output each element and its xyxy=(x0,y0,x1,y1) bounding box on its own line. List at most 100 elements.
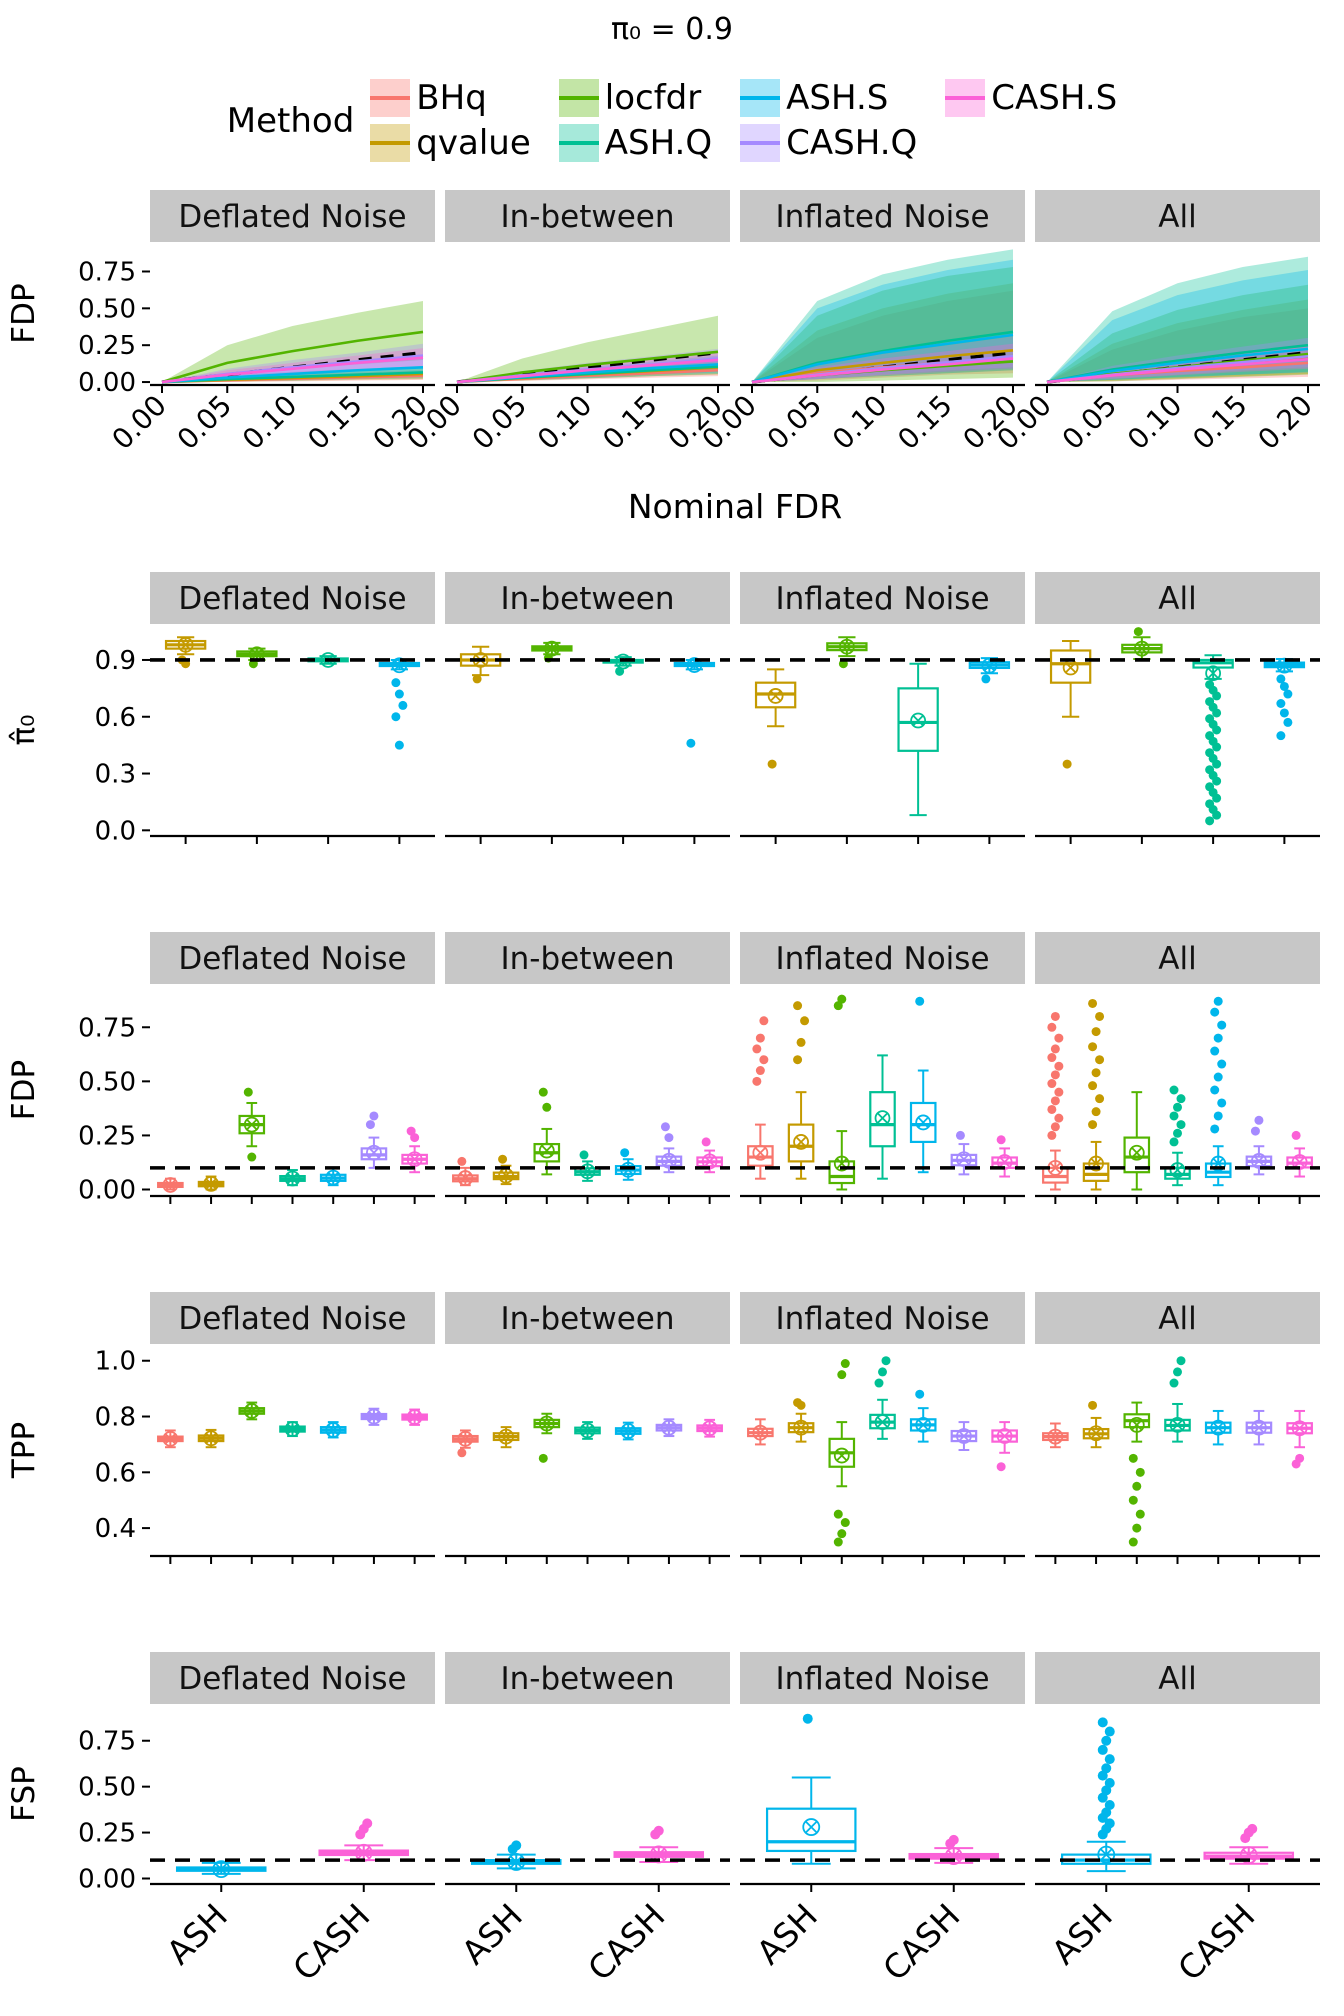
outlier-point xyxy=(1295,1453,1305,1463)
outlier-point xyxy=(1047,1104,1057,1114)
outlier-point xyxy=(247,1152,257,1162)
outlier-point xyxy=(915,1389,925,1399)
outlier-point xyxy=(759,1016,769,1026)
outlier-point xyxy=(472,674,482,684)
outlier-point xyxy=(1128,1453,1138,1463)
boxplot-ASH.Q xyxy=(574,1421,601,1440)
legend-entry-CASH.S: CASH.S xyxy=(945,77,1117,119)
outlier-point xyxy=(833,1537,843,1547)
y-tick-label: 0.6 xyxy=(95,703,136,733)
mean-marker xyxy=(1251,1153,1267,1169)
facet-strip xyxy=(740,190,1025,242)
mean-marker-x2 xyxy=(841,641,853,653)
y-tick-label: 0.9 xyxy=(95,646,136,676)
outlier-point xyxy=(664,1133,674,1143)
x-tick-label: 0.15 xyxy=(596,389,663,456)
mean-marker-x2 xyxy=(357,1846,371,1860)
mean-marker-x2 xyxy=(180,639,192,651)
chart-row-fsp-boxplot: 0.00 0.25 0.50 0.75 FSP Deflated Noise ASH CASH… xyxy=(6,1652,1320,1988)
mean-marker-x2 xyxy=(652,1848,666,1861)
mean-marker xyxy=(1088,1155,1104,1172)
outlier-point xyxy=(1210,1007,1220,1017)
outlier-point xyxy=(1210,1046,1220,1056)
mean-marker xyxy=(1169,1162,1186,1178)
outlier-point xyxy=(457,1448,467,1458)
outlier-point xyxy=(833,1509,843,1519)
outlier-point xyxy=(1104,1754,1115,1765)
mean-marker xyxy=(620,1161,637,1178)
outlier-point xyxy=(1212,691,1222,701)
mean-marker-x2 xyxy=(1065,661,1077,674)
outlier-point xyxy=(1101,1763,1112,1774)
mean-marker xyxy=(457,1170,474,1186)
mean-marker xyxy=(325,1422,342,1438)
x-tick-label: 0.05 xyxy=(1056,389,1123,456)
mean-marker-x2 xyxy=(541,1144,553,1157)
ribbon-ASH.Q xyxy=(1047,256,1308,383)
boxplot-ASH xyxy=(765,1713,857,1865)
mean-marker xyxy=(767,688,784,704)
outlier-point xyxy=(1047,1053,1057,1063)
facet-panel-in-between: In-between ASH CASH xyxy=(445,1652,730,1988)
facet-panel-deflated-noise: Deflated Noise ASH CASH xyxy=(150,1652,435,1988)
x-tick-label: 0.10 xyxy=(826,389,893,456)
outlier-point xyxy=(840,1359,850,1369)
mean-marker-x2 xyxy=(663,1422,675,1434)
mean-marker-x2 xyxy=(246,1405,258,1417)
outlier-point xyxy=(1088,998,1098,1008)
mean-marker-x2 xyxy=(1049,1162,1061,1174)
legend-key-icon xyxy=(740,124,781,162)
charts: 0.00 0.25 0.50 0.75 FDP Deflated Noise 0.00 0.0… xyxy=(0,190,1344,2004)
legend-key-line-icon xyxy=(945,96,986,100)
outlier-point xyxy=(1176,1094,1186,1104)
mean-marker-x2 xyxy=(795,1422,807,1434)
mean-marker-x2 xyxy=(509,1855,523,1869)
outlier-point xyxy=(1279,708,1289,718)
boxplot-BHq xyxy=(452,1429,479,1458)
legend-title: Method xyxy=(226,100,355,141)
mean-marker xyxy=(177,636,194,653)
mean-marker xyxy=(1291,1420,1308,1437)
ribbon-BHq xyxy=(752,290,1013,383)
mean-marker-x2 xyxy=(876,1112,889,1124)
legend-key-line-icon xyxy=(370,141,411,145)
legend-label: qvalue xyxy=(416,123,531,163)
mean-marker-x2 xyxy=(1253,1422,1265,1434)
facet-strip xyxy=(1035,572,1320,624)
facet-strip-label: Inflated Noise xyxy=(775,1301,989,1337)
boxplot-locfdr xyxy=(1123,1401,1151,1547)
boxplot-locfdr xyxy=(533,1412,561,1463)
mean-marker xyxy=(1239,1846,1258,1865)
mean-marker xyxy=(1210,1419,1227,1436)
chart-row-tpp-boxplot: 0.4 0.6 0.8 1.0 TPP Deflated Noise In-between I… xyxy=(6,1292,1320,1564)
mean-marker xyxy=(838,638,855,655)
mean-marker-x2 xyxy=(327,1172,339,1184)
y-tick-label: 0.00 xyxy=(78,368,136,398)
facet-strip xyxy=(445,572,730,624)
boxplot-CASH.S xyxy=(401,1126,428,1174)
outlier-point xyxy=(1173,1128,1182,1138)
outlier-point xyxy=(1101,1735,1112,1746)
boxplot-ASH xyxy=(1060,1717,1152,1873)
legend-entry-locfdr: locfdr xyxy=(558,77,712,119)
chart-row-fdp-boxplot: 0.00 0.25 0.50 0.75 FDP Deflated Noise In-betw… xyxy=(6,932,1320,1206)
outlier-point xyxy=(1250,1126,1260,1136)
x-tick-label: 0.05 xyxy=(761,389,828,456)
facet-strip-label: All xyxy=(1158,199,1196,235)
outlier-point xyxy=(1169,1137,1179,1147)
outlier-point xyxy=(981,674,991,684)
mean-marker-x2 xyxy=(917,1116,929,1129)
mean-marker xyxy=(391,657,408,674)
outlier-point xyxy=(1047,1079,1057,1089)
mean-marker-x2 xyxy=(541,1417,553,1430)
mean-marker-x2 xyxy=(205,1178,217,1190)
facet-strip xyxy=(1035,190,1320,242)
boxplot-CASH.Q xyxy=(950,1130,978,1176)
boxplot-ASH.Q xyxy=(1192,654,1234,826)
outlier-point xyxy=(1104,1818,1115,1829)
boxplot-ASH.Q xyxy=(869,1054,896,1180)
mean-marker xyxy=(579,1163,596,1180)
legend-column: ASH.S CASH.Q xyxy=(740,77,917,164)
boxplot-locfdr xyxy=(1123,1091,1151,1191)
